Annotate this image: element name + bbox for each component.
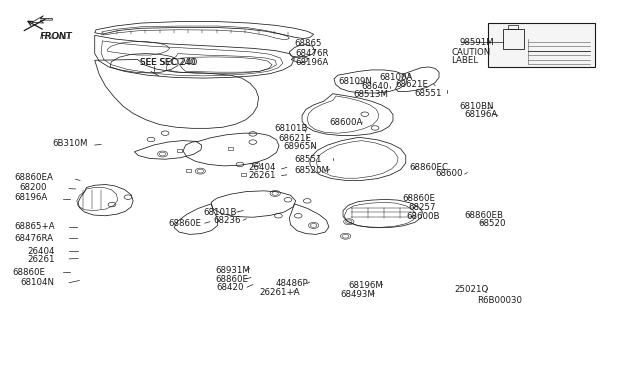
Text: 68520: 68520 [479, 219, 506, 228]
Text: LABEL: LABEL [451, 56, 478, 65]
Text: 6810BN: 6810BN [460, 102, 494, 111]
Text: 6B310M: 6B310M [52, 140, 88, 148]
Text: SEE SEC 240: SEE SEC 240 [140, 58, 195, 67]
Text: 25021Q: 25021Q [454, 285, 489, 294]
Text: 68865+A: 68865+A [14, 222, 54, 231]
Bar [241, 173, 246, 176]
Text: 68621E: 68621E [278, 134, 312, 142]
Text: 68640: 68640 [362, 82, 389, 91]
Text: 68196A: 68196A [465, 110, 498, 119]
Text: 68860E: 68860E [168, 219, 202, 228]
Text: 68551: 68551 [294, 155, 322, 164]
Text: FRONT: FRONT [40, 32, 72, 41]
Text: 68860E: 68860E [13, 268, 46, 277]
Bar [177, 149, 182, 152]
Text: 68493M: 68493M [340, 290, 375, 299]
Text: 68100A: 68100A [379, 73, 412, 81]
Text: 48486P: 48486P [275, 279, 308, 288]
Text: 68965N: 68965N [283, 142, 317, 151]
Text: 68860E: 68860E [216, 275, 249, 283]
Text: 68476R: 68476R [296, 49, 329, 58]
Text: 68476RA: 68476RA [14, 234, 53, 243]
Text: 68600: 68600 [435, 169, 463, 178]
Text: 68109N: 68109N [338, 77, 372, 86]
Text: 68865: 68865 [294, 39, 322, 48]
Text: 26404: 26404 [248, 163, 276, 172]
Text: CAUTION: CAUTION [451, 48, 490, 57]
Text: 68257: 68257 [408, 203, 436, 212]
Text: 68196M: 68196M [349, 281, 383, 290]
Text: 68101B: 68101B [274, 124, 307, 133]
Text: 68860E: 68860E [402, 194, 435, 203]
Text: 68860EC: 68860EC [410, 163, 449, 172]
Text: SEE SEC 240: SEE SEC 240 [140, 58, 197, 67]
Bar [228, 147, 233, 150]
Bar [503, 29, 524, 49]
Text: 68101B: 68101B [204, 208, 237, 217]
Text: 68200: 68200 [19, 183, 47, 192]
Text: 68420: 68420 [216, 283, 244, 292]
Polygon shape [32, 16, 52, 23]
Text: 68104N: 68104N [20, 278, 54, 287]
Text: 26404: 26404 [27, 247, 54, 256]
Text: 68600B: 68600B [406, 212, 440, 221]
Text: 98591M: 98591M [460, 38, 494, 47]
Text: 68196A: 68196A [14, 193, 47, 202]
Text: R6B00030: R6B00030 [477, 296, 522, 305]
Text: 26261+A: 26261+A [260, 288, 300, 297]
Text: 68551: 68551 [415, 89, 442, 97]
Bar [508, 25, 518, 29]
Text: 68860EB: 68860EB [464, 211, 503, 219]
Text: 68236: 68236 [214, 216, 241, 225]
Text: 68196A: 68196A [296, 58, 329, 67]
Text: 68621E: 68621E [396, 80, 429, 89]
Text: 26261: 26261 [248, 171, 276, 180]
Text: 68513M: 68513M [353, 90, 388, 99]
Bar [488, 23, 595, 67]
Text: 68600A: 68600A [330, 118, 363, 126]
Text: 26261: 26261 [27, 255, 54, 264]
Text: 68860EA: 68860EA [14, 173, 53, 182]
Text: FRONT: FRONT [40, 32, 72, 41]
Text: 68931M: 68931M [216, 266, 250, 275]
Bar [186, 169, 191, 172]
Text: 68520M: 68520M [294, 166, 330, 175]
